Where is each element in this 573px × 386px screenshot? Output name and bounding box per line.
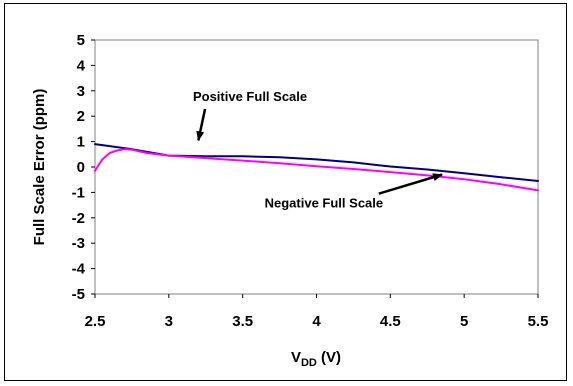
x-axis-title-subscript: DD [301, 357, 317, 369]
y-axis: 5 4 3 2 1 0 -1 -2 -3 -4 -5 [72, 32, 95, 303]
x-axis: 2.5 3 3.5 4 4.5 5 5.5 [85, 294, 549, 330]
y-tick-label: -1 [72, 184, 85, 201]
y-tick-label: 4 [77, 57, 86, 74]
x-tick-label: 4.5 [380, 313, 401, 330]
x-axis-title-main: V [291, 349, 301, 366]
y-tick-label: -5 [72, 286, 85, 303]
x-tick-label: 2.5 [85, 313, 106, 330]
annotation-negative-full-scale: Negative Full Scale [265, 196, 384, 211]
y-tick-label: 5 [77, 32, 85, 49]
x-tick-label: 5.5 [528, 313, 549, 330]
y-axis-title: Full Scale Error (ppm) [31, 89, 48, 246]
x-tick-label: 5 [460, 313, 468, 330]
annotation-positive-full-scale: Positive Full Scale [193, 89, 307, 104]
x-axis-title: VDD (V) [291, 349, 341, 369]
annotation-layer: Positive Full Scale Negative Full Scale [193, 89, 443, 211]
y-tick-label: -3 [72, 235, 85, 252]
x-tick-label: 4 [312, 313, 321, 330]
y-tick-label: 3 [77, 83, 85, 100]
arrow-negative-full-scale [378, 173, 443, 195]
y-tick-label: 2 [77, 108, 85, 125]
y-tick-label: -4 [72, 261, 86, 278]
arrow-positive-full-scale [196, 108, 207, 142]
y-tick-label: 1 [77, 134, 85, 151]
x-axis-title-unit: (V) [317, 349, 341, 366]
y-tick-label: 0 [77, 159, 85, 176]
x-tick-label: 3 [165, 313, 173, 330]
x-tick-label: 3.5 [232, 313, 253, 330]
y-tick-label: -2 [72, 210, 85, 227]
